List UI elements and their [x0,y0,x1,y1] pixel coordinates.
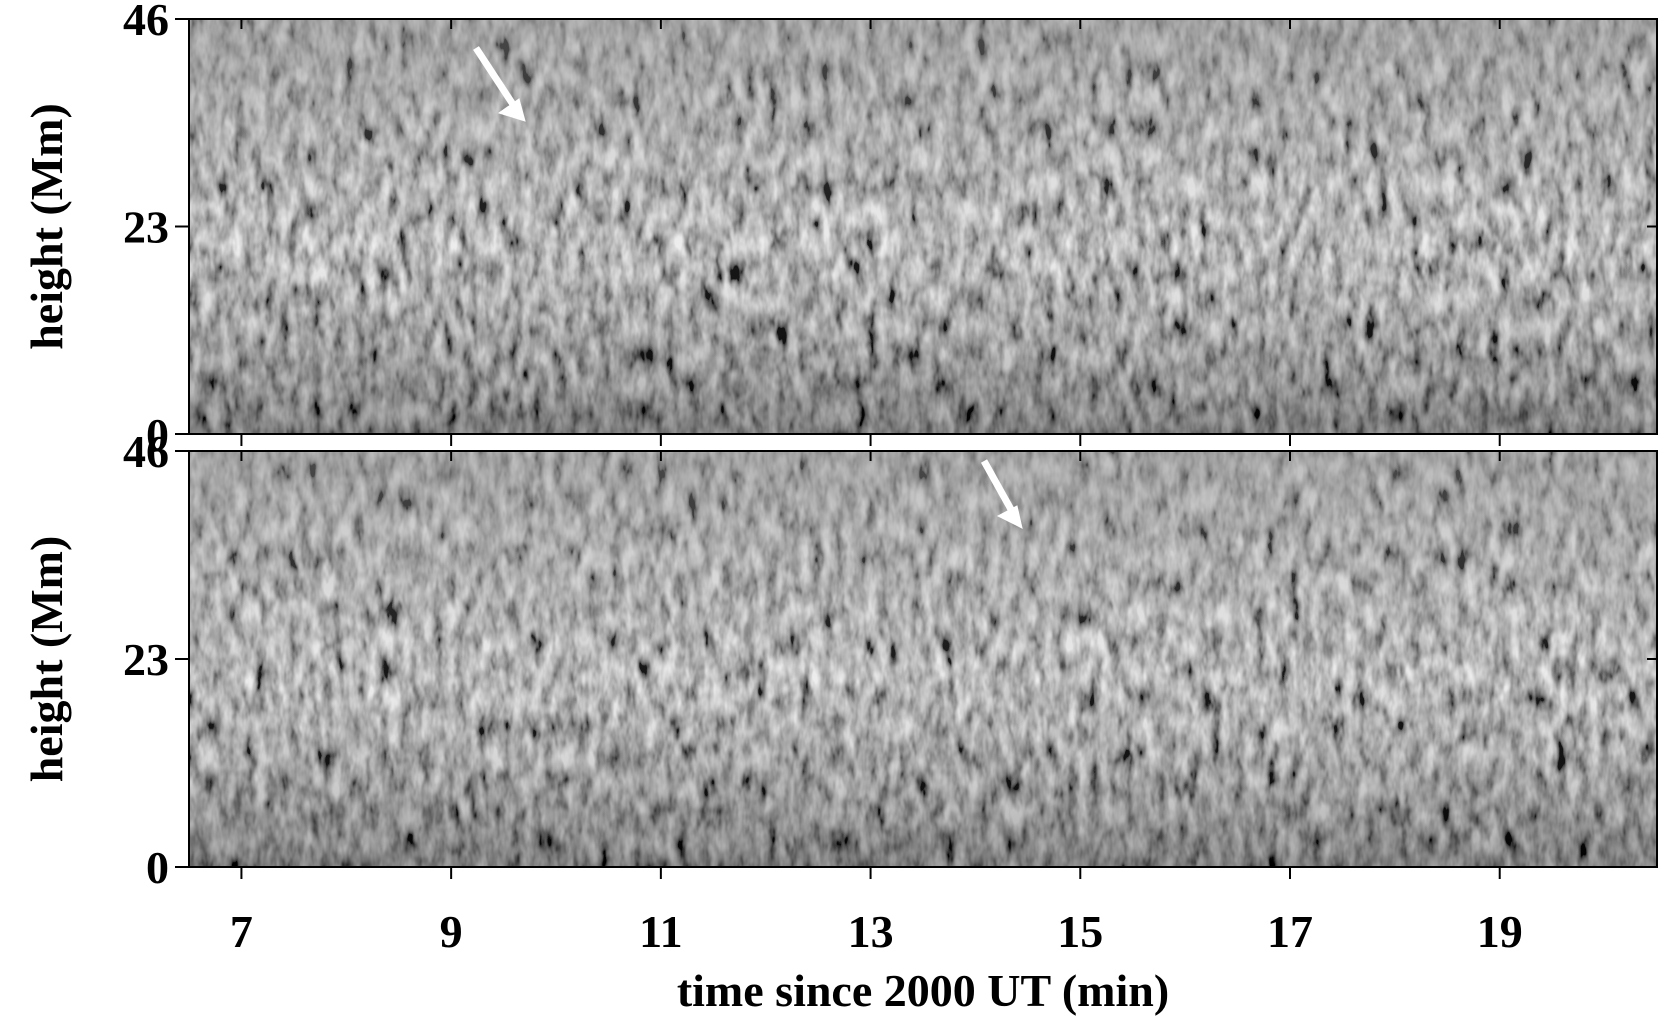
y-tick-label: 0 [146,842,169,893]
x-tick-label: 11 [639,906,682,957]
arrow [980,459,1017,515]
x-tick-label: 9 [440,906,463,957]
arrow-head [996,505,1023,529]
y-tick-label: 23 [123,634,169,685]
y-tick-label: 23 [123,202,169,253]
arrow-head [497,98,526,122]
image-shade [189,451,1657,867]
x-axis-label: time since 2000 UT (min) [677,965,1169,1016]
arrows [473,46,1023,529]
x-tick-label: 17 [1267,906,1313,957]
y-axis-label: height (Mm) [21,536,72,783]
x-tick-label: 7 [230,906,253,957]
arrow [473,46,517,108]
y-tick-label: 46 [123,0,169,45]
y-tick-label: 0 [146,409,169,460]
y-tick-label: 46 [123,426,169,477]
y-axis-label: height (Mm) [21,103,72,350]
x-tick-label: 13 [848,906,894,957]
image-shade [189,19,1657,434]
x-tick-label: 19 [1477,906,1523,957]
x-tick-label: 15 [1057,906,1103,957]
